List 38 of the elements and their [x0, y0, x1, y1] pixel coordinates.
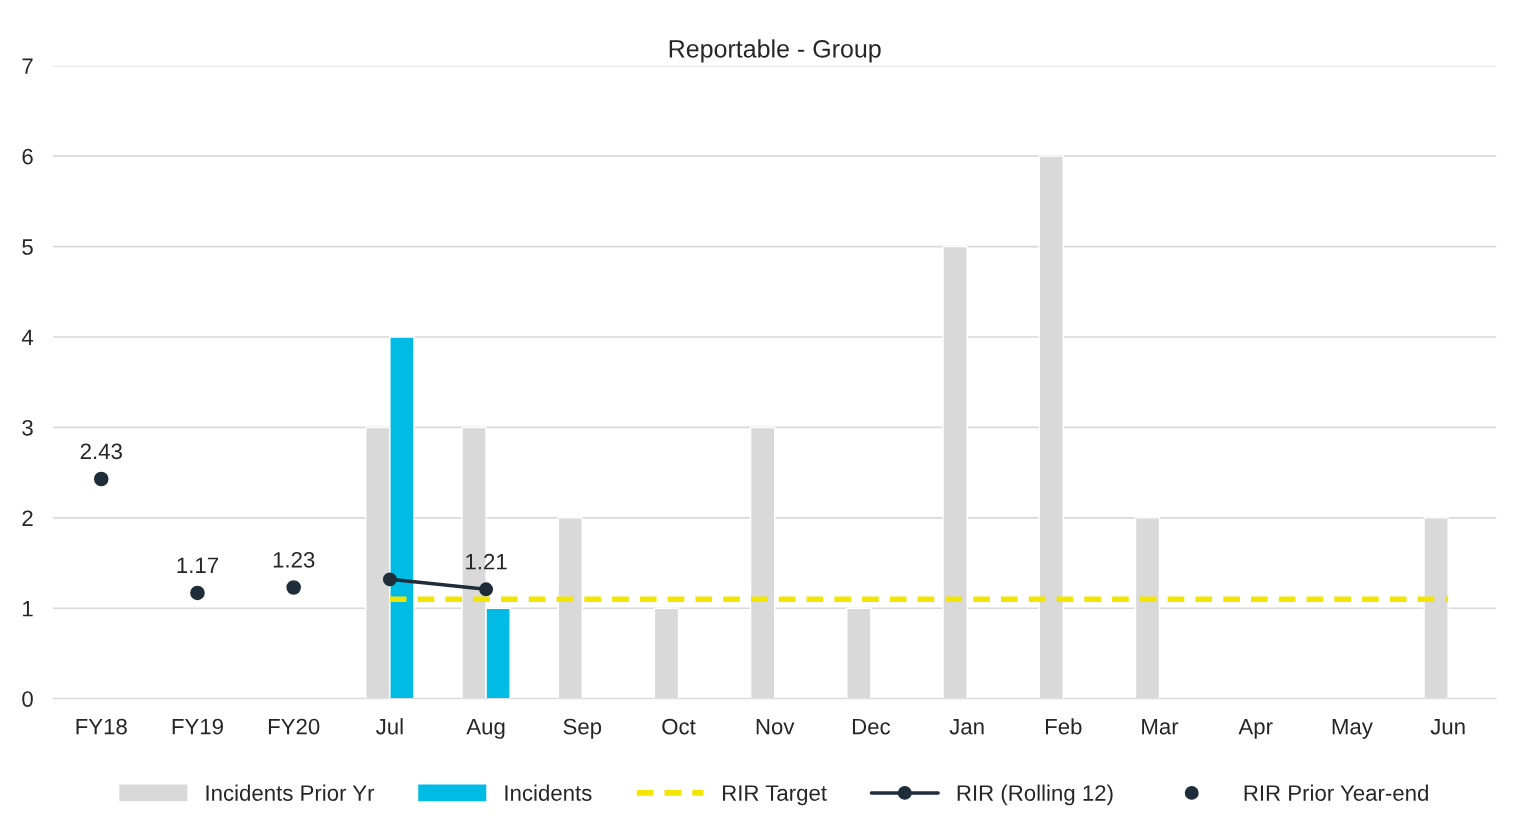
x-tick-label: FY19: [172, 718, 223, 735]
legend-label: Incidents Prior Yr: [206, 784, 375, 801]
y-tick-label: 2: [22, 510, 33, 526]
point: [382, 572, 397, 587]
legend-label: RIR Target: [723, 785, 827, 806]
x-tick-label: Aug: [466, 718, 505, 739]
legend-label: Incidents: [505, 784, 592, 801]
chart-title: Reportable - Group: [669, 39, 881, 63]
y-tick-label: 6: [22, 148, 33, 165]
x-tick-label: Dec: [852, 718, 891, 735]
x-tick-label: Mar: [1142, 718, 1179, 735]
x-tick-label: Sep: [563, 718, 602, 739]
legend-label: RIR Prior Year-end: [1244, 784, 1428, 801]
x-tick-label: FY20: [268, 718, 320, 735]
data-label: 1.23: [273, 551, 315, 568]
y-tick-label: 0: [22, 691, 33, 707]
y-tick-label: 1: [23, 601, 33, 617]
data-label: 1.21: [466, 553, 507, 570]
y-tick-label: 4: [21, 329, 34, 346]
point: [93, 471, 109, 487]
x-tick-label: Oct: [662, 718, 696, 735]
data-label: 1.17: [177, 557, 218, 573]
y-tick-label: 3: [22, 419, 33, 436]
x-tick-label: Apr: [1238, 718, 1273, 739]
y-tick-label: 5: [22, 239, 33, 255]
x-tick-label: Feb: [1045, 718, 1082, 735]
x-tick-label: Jan: [949, 718, 984, 735]
x-tick-label: May: [1332, 718, 1373, 739]
x-tick-label: Nov: [756, 718, 795, 735]
x-tick-label: Jul: [376, 718, 403, 735]
y-tick-label: 7: [22, 58, 33, 74]
data-label: 2.43: [80, 443, 122, 460]
point: [190, 585, 205, 601]
legend-label: RIR (Rolling 12): [957, 784, 1113, 806]
x-tick-label: Jun: [1430, 718, 1465, 735]
x-tick-label: FY18: [76, 718, 127, 735]
point: [286, 580, 301, 595]
point: [479, 582, 494, 597]
